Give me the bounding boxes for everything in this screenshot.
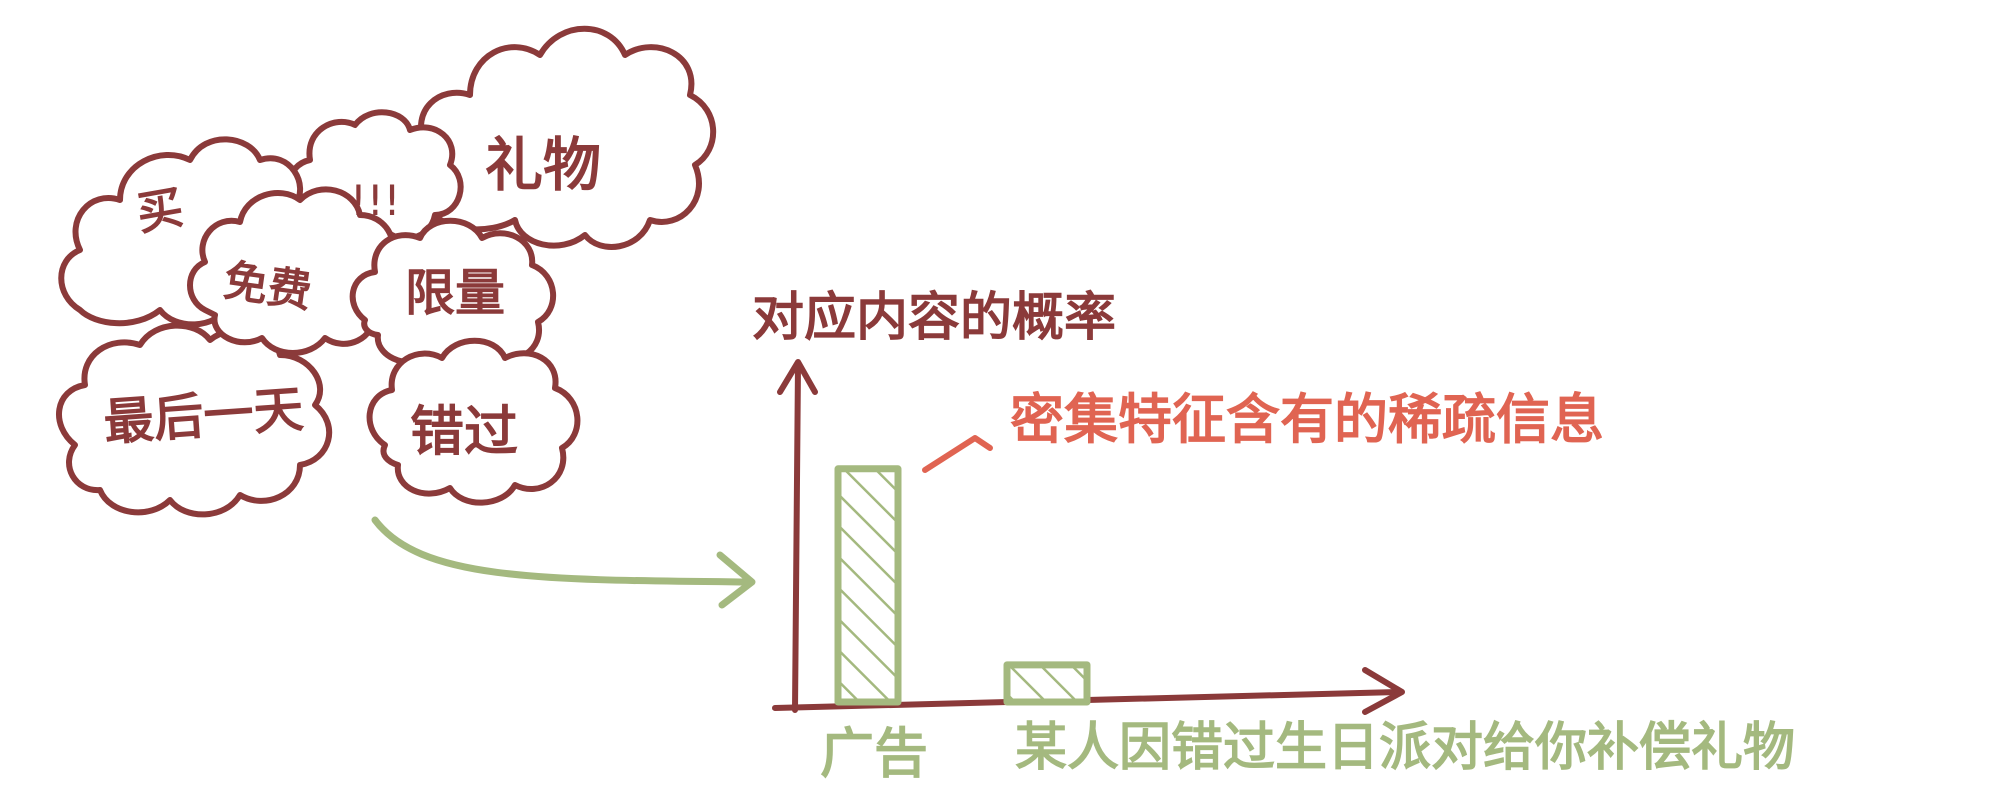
cloud-word-last-day: 最后一天 xyxy=(102,380,306,452)
y-axis xyxy=(792,362,801,713)
cloud-word-exclaim: !!! xyxy=(350,176,401,225)
cloud-gift-outline xyxy=(401,25,717,250)
category-label-ad: 广告 xyxy=(820,722,928,785)
annotation-pointer xyxy=(922,435,993,473)
bar-gift xyxy=(1003,661,1091,706)
cloud-word-limited: 限量 xyxy=(405,264,505,322)
y-axis-arrowhead xyxy=(777,359,818,395)
bar-ad xyxy=(834,465,902,706)
cloud-word-miss: 错过 xyxy=(410,400,518,463)
cloud-last-day-outline xyxy=(56,322,333,518)
y-axis-label: 对应内容的概率 xyxy=(752,288,1116,348)
annotation-text: 密集特征含有的稀疏信息 xyxy=(1010,388,1604,451)
cloud-miss-outline xyxy=(366,337,581,506)
cloud-word-gift: 礼物 xyxy=(485,131,601,199)
cloud-word-buy: 买 xyxy=(133,180,188,241)
cloud-free-outline xyxy=(187,186,404,356)
word-cloud-cluster xyxy=(56,25,717,518)
bars xyxy=(834,465,1091,706)
flow-arrow xyxy=(371,516,756,609)
cloud-words: 买 免费 !!! 礼物 限量 最后一天 错过 xyxy=(102,131,601,463)
category-label-gift: 某人因错过生日派对给你补偿礼物 xyxy=(1015,718,1795,778)
x-axis-arrowhead xyxy=(1362,667,1405,715)
cloud-word-free: 免费 xyxy=(220,255,314,318)
